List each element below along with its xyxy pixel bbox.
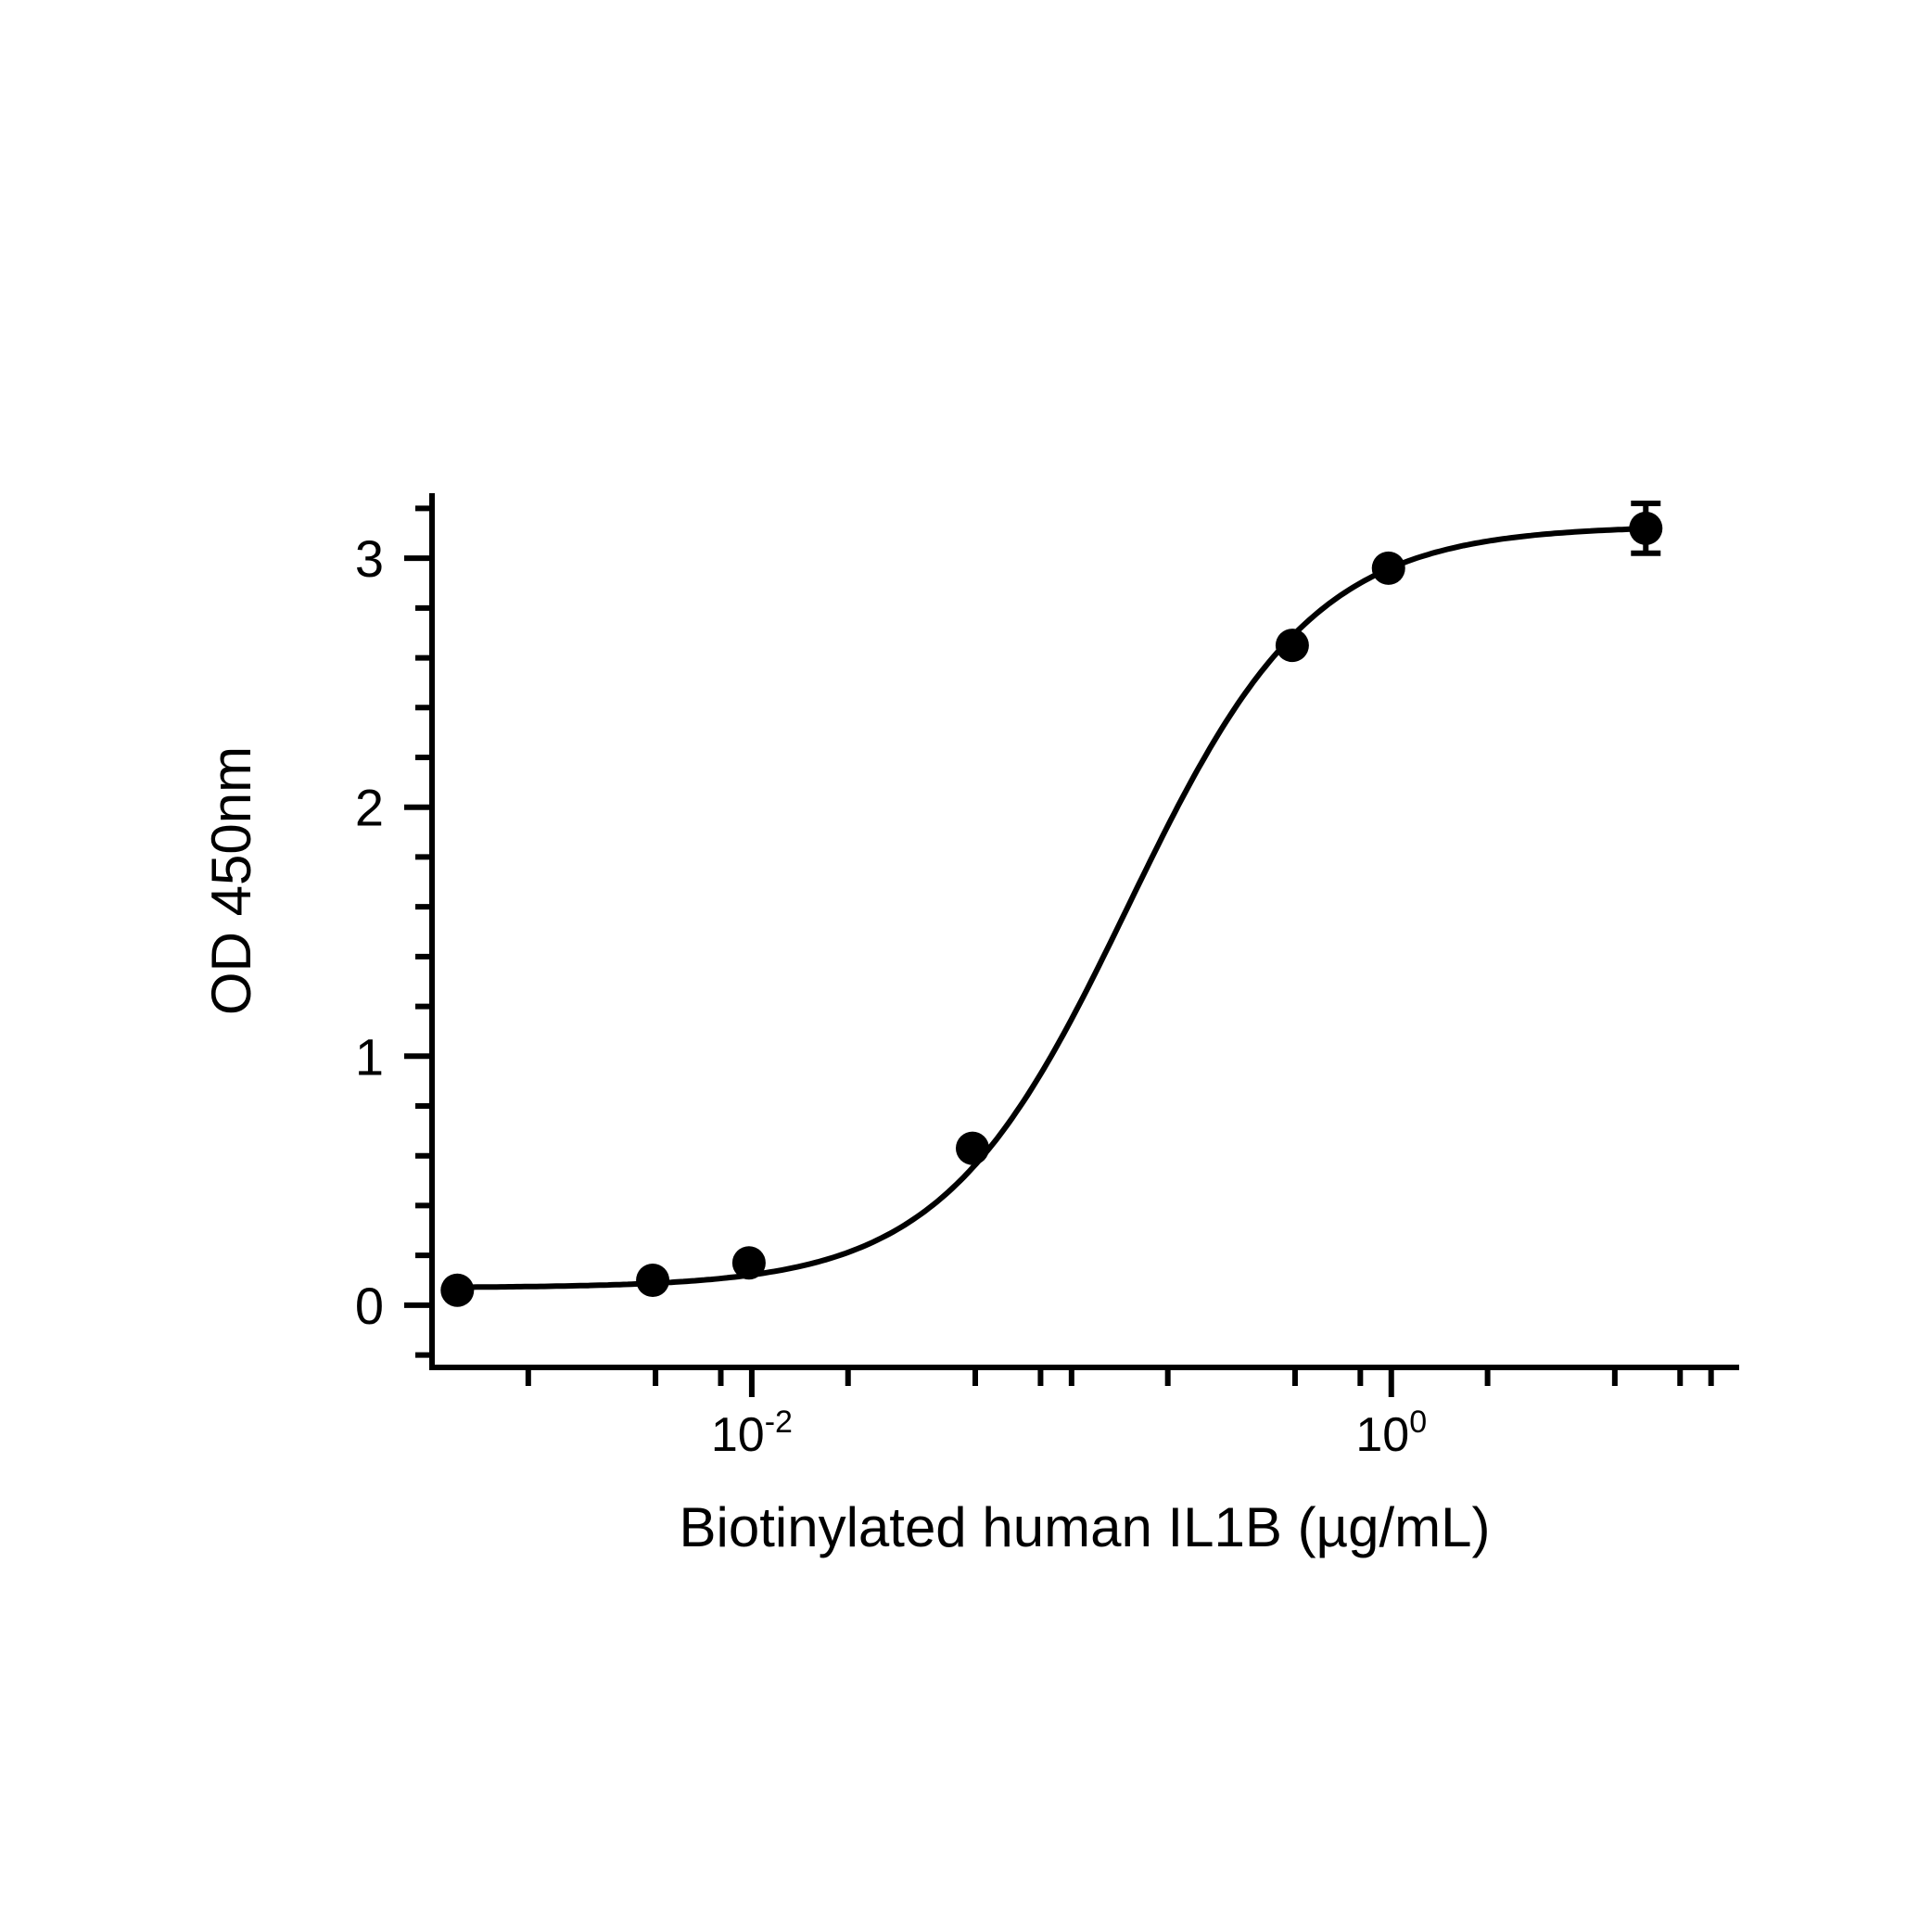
- data-point: [1629, 511, 1663, 545]
- fit-curve: [457, 526, 1646, 1290]
- fit-curve-layer: [457, 526, 1646, 1290]
- data-points-layer: [440, 501, 1663, 1307]
- data-point: [731, 1246, 766, 1280]
- x-axis-label: Biotinylated human IL1B (µg/mL): [679, 1496, 1490, 1558]
- data-point: [1275, 629, 1309, 663]
- y-tick-label: 0: [355, 1277, 384, 1335]
- y-tick-label: 1: [355, 1027, 384, 1086]
- data-point: [440, 1273, 475, 1307]
- y-axis-label: OD 450nm: [200, 746, 262, 1015]
- data-point: [1371, 551, 1405, 585]
- y-tick-label: 2: [355, 779, 384, 837]
- y-tick-label: 3: [355, 529, 384, 588]
- data-point: [636, 1264, 670, 1297]
- x-tick-label: 10-2: [711, 1405, 793, 1462]
- x-tick-label: 100: [1355, 1405, 1427, 1462]
- data-point: [955, 1131, 989, 1165]
- axes: 0 1 2 3 10-2 100: [355, 493, 1739, 1462]
